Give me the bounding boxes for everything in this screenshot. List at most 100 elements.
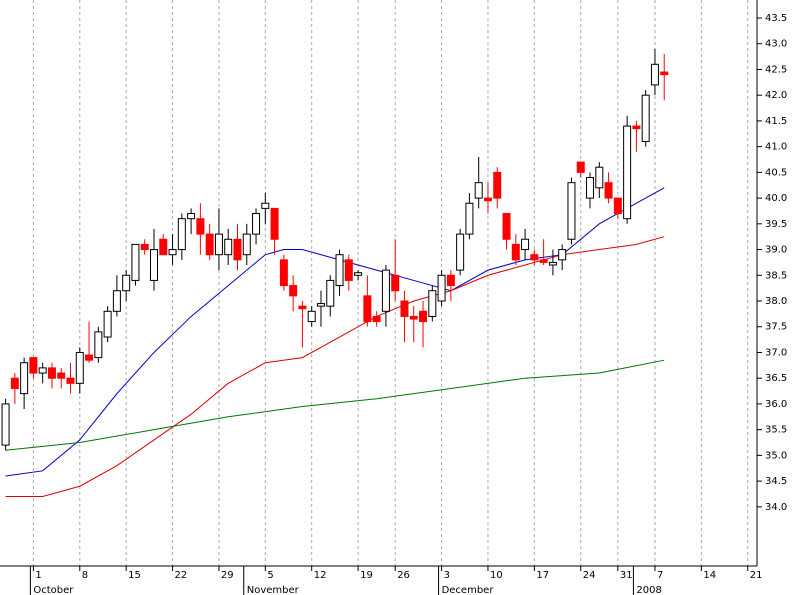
candle-body <box>140 243 149 251</box>
candle-body <box>57 372 66 379</box>
x-tick-label: 1 <box>35 570 41 581</box>
y-tick-label: 41.0 <box>765 142 787 153</box>
candle-body <box>558 249 567 261</box>
candle-body <box>511 243 520 261</box>
candle-body <box>10 377 19 389</box>
y-tick-label: 38.5 <box>765 270 787 281</box>
candle-body <box>298 305 307 310</box>
candle-body <box>149 249 158 281</box>
candle-body <box>539 259 548 263</box>
y-tick-label: 42.5 <box>765 64 787 75</box>
candle-body <box>391 274 400 292</box>
candle-body <box>613 197 622 215</box>
candle-body <box>530 254 539 261</box>
candle-body <box>446 274 455 287</box>
moving-average-line <box>5 236 665 498</box>
y-tick-label: 40.5 <box>765 167 787 178</box>
candle-body <box>623 125 632 220</box>
y-tick-label: 42.0 <box>765 90 787 101</box>
candle-body <box>159 238 168 256</box>
x-tick-label: 31 <box>620 570 633 581</box>
y-tick-label: 35.0 <box>765 450 787 461</box>
candle-body <box>316 303 325 307</box>
x-tick-label: 24 <box>583 570 596 581</box>
candle-body <box>205 233 214 256</box>
candle-body <box>465 202 474 235</box>
candle-body <box>289 285 298 297</box>
month-label: 2008 <box>636 585 661 595</box>
candle-body <box>632 125 641 130</box>
candle-body <box>20 362 29 395</box>
y-tick-label: 40.0 <box>765 193 787 204</box>
x-tick-label: 26 <box>397 570 410 581</box>
candle-body <box>112 290 121 312</box>
month-label: October <box>33 585 74 595</box>
y-tick-label: 41.5 <box>765 116 787 127</box>
candle-body <box>381 269 390 312</box>
x-tick-label: 5 <box>267 570 273 581</box>
candle-body <box>224 238 233 256</box>
y-tick-label: 36.0 <box>765 399 787 410</box>
y-tick-label: 34.5 <box>765 476 787 487</box>
candle-body <box>409 315 418 320</box>
candle-body <box>307 310 316 323</box>
candle-body <box>521 238 530 251</box>
candle-body <box>650 63 659 86</box>
y-tick-label: 37.0 <box>765 347 787 358</box>
y-tick-label: 35.5 <box>765 425 787 436</box>
candle-body <box>38 367 47 374</box>
y-tick-label: 43.0 <box>765 39 787 50</box>
candle-body <box>187 213 196 220</box>
candle-body <box>279 259 288 287</box>
candle-body <box>641 94 650 142</box>
x-tick-label: 8 <box>82 570 88 581</box>
candle-body <box>344 259 353 281</box>
candle-body <box>437 274 446 302</box>
month-label: December <box>442 585 495 595</box>
candle-body <box>372 315 381 323</box>
candle-body <box>1 403 10 446</box>
x-tick-label: 15 <box>128 570 141 581</box>
y-tick-label: 43.5 <box>765 13 787 24</box>
candle-body <box>261 202 270 209</box>
candle-body <box>595 166 604 189</box>
candle-body <box>493 171 502 199</box>
candle-body <box>548 261 557 266</box>
y-tick-label: 39.5 <box>765 219 787 230</box>
candle-body <box>586 177 595 199</box>
candle-body <box>214 233 223 256</box>
candle-body <box>103 310 112 338</box>
candle-body <box>456 233 465 271</box>
candle-body <box>94 331 103 359</box>
candle-body <box>335 254 344 287</box>
candle-body <box>660 71 669 76</box>
candle-body <box>242 233 251 256</box>
candle-body <box>326 279 335 307</box>
candle-body <box>66 377 75 384</box>
x-tick-label: 17 <box>536 570 549 581</box>
candle-body <box>354 272 363 276</box>
candle-body <box>363 295 372 323</box>
x-tick-label: 21 <box>750 570 763 581</box>
candle-body <box>576 161 585 173</box>
y-tick-label: 34.0 <box>765 502 787 513</box>
candle-body <box>502 213 511 240</box>
candle-body <box>252 213 261 235</box>
x-tick-label: 22 <box>175 570 188 581</box>
y-tick-label: 38.0 <box>765 296 787 307</box>
moving-average-line <box>5 187 665 477</box>
moving-average-line <box>5 359 665 451</box>
candle-body <box>419 310 428 323</box>
x-tick-label: 29 <box>221 570 234 581</box>
candle-body <box>428 290 437 317</box>
candle-body <box>233 238 242 261</box>
x-tick-label: 7 <box>657 570 663 581</box>
x-tick-label: 14 <box>703 570 716 581</box>
x-tick-label: 10 <box>490 570 503 581</box>
candle-body <box>122 274 131 292</box>
candle-body <box>75 351 84 384</box>
candle-body <box>177 218 186 251</box>
candle-body <box>483 197 492 202</box>
candle-body <box>400 300 409 317</box>
